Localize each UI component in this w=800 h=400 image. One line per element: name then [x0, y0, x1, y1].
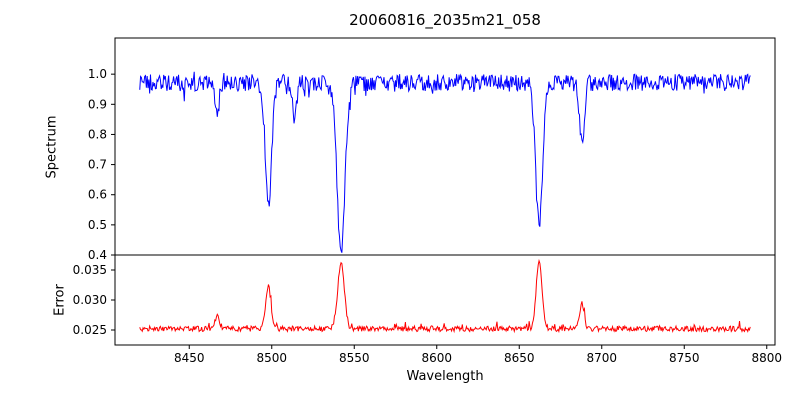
spectrum-y-tick-label: 0.5: [88, 218, 107, 232]
spectrum-y-tick-label: 0.7: [88, 158, 107, 172]
x-tick-label: 8750: [669, 351, 700, 365]
spectrum-y-tick-label: 0.4: [88, 248, 107, 262]
error-line: [139, 258, 751, 334]
x-axis-label: Wavelength: [406, 369, 484, 384]
x-tick-label: 8800: [751, 351, 782, 365]
chart-title: 20060816_2035m21_058: [349, 11, 541, 29]
spectrum-y-tick-label: 0.9: [88, 97, 107, 111]
x-tick-label: 8450: [174, 351, 205, 365]
error-y-tick-label: 0.030: [73, 293, 107, 307]
spectrum-y-tick-label: 0.8: [88, 127, 107, 141]
x-tick-label: 8700: [586, 351, 617, 365]
spectrum-line: [139, 71, 751, 253]
error-y-tick-label: 0.025: [73, 323, 107, 337]
y-axis-label-spectrum: Spectrum: [44, 115, 60, 179]
x-tick-label: 8650: [504, 351, 535, 365]
x-tick-label: 8600: [421, 351, 452, 365]
error-panel-border: [114, 254, 776, 346]
y-axis-label-error: Error: [52, 284, 68, 316]
x-tick-label: 8550: [339, 351, 370, 365]
spectrum-y-tick-label: 0.6: [88, 188, 107, 202]
spectrum-panel-border: [114, 37, 776, 256]
spectrum-y-tick-label: 1.0: [88, 67, 107, 81]
error-y-tick-label: 0.035: [73, 263, 107, 277]
x-tick-label: 8500: [256, 351, 287, 365]
